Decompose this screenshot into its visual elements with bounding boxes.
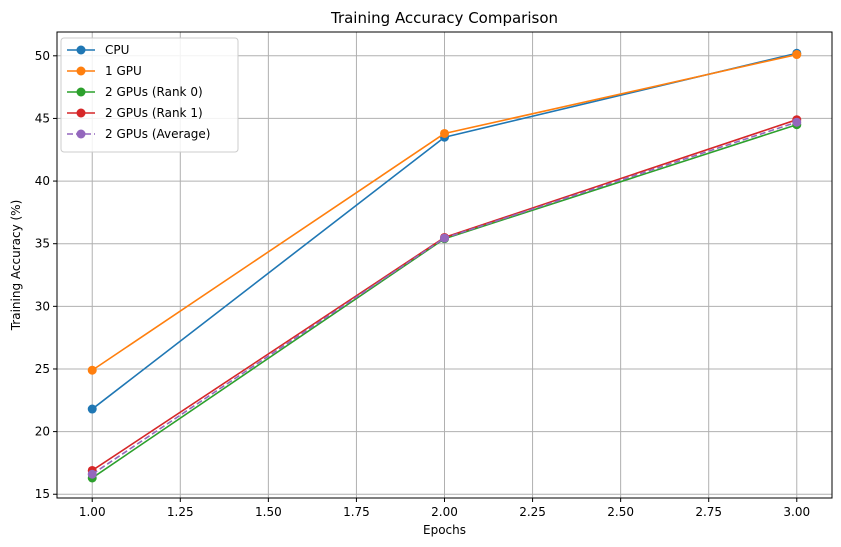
series-point-4 (87, 469, 97, 479)
x-tick-label: 1.50 (255, 505, 282, 519)
grid (57, 32, 832, 498)
series-point-1 (87, 365, 97, 375)
x-tick-label: 3.00 (783, 505, 810, 519)
legend-box (60, 37, 239, 153)
x-axis-label: Epochs (423, 523, 466, 537)
series-point-1 (440, 128, 449, 138)
series-point-4 (792, 117, 802, 127)
x-tick-label: 1.75 (343, 505, 370, 519)
series-point-4 (440, 233, 449, 243)
legend-label-2: 2 GPUs (Rank 0) (105, 85, 203, 99)
y-axis-label: Training Accuracy (%) (9, 200, 23, 332)
x-tick-label: 2.75 (695, 505, 722, 519)
legend-label-3: 2 GPUs (Rank 1) (105, 106, 203, 120)
legend-marker-4 (76, 129, 86, 139)
y-tick-label: 25 (35, 362, 50, 376)
x-tick-label: 1.25 (167, 505, 194, 519)
y-tick-label: 20 (35, 425, 50, 439)
y-tick-label: 40 (35, 174, 50, 188)
ticks: 1.00 1.25 1.50 1.75 2.00 2.25 2.50 2.75 3.00 15 20… (35, 49, 810, 519)
y-tick-label: 45 (35, 111, 50, 125)
legend-marker-3 (76, 108, 86, 118)
legend-marker-2 (76, 87, 86, 97)
x-tick-label: 2.25 (519, 505, 546, 519)
y-tick-label: 35 (35, 237, 50, 251)
series-layer (87, 48, 802, 483)
y-tick-label: 50 (35, 49, 50, 63)
y-tick-label: 15 (35, 487, 50, 501)
legend-label-4: 2 GPUs (Average) (105, 127, 210, 141)
chart-title: Training Accuracy Comparison (330, 9, 558, 27)
x-tick-label: 1.00 (79, 505, 106, 519)
y-tick-label: 30 (35, 299, 50, 313)
legend: CPU 1 GPU 2 GPUs (Rank 0) 2 GPUs (Rank 1) 2 … (60, 37, 239, 153)
legend-label-0: CPU (105, 43, 129, 57)
series-point-0 (87, 404, 97, 414)
x-tick-label: 2.00 (431, 505, 458, 519)
legend-label-1: 1 GPU (105, 64, 142, 78)
series-point-1 (792, 50, 802, 60)
legend-marker-1 (76, 66, 86, 76)
x-tick-label: 2.50 (607, 505, 634, 519)
legend-marker-0 (76, 45, 86, 55)
